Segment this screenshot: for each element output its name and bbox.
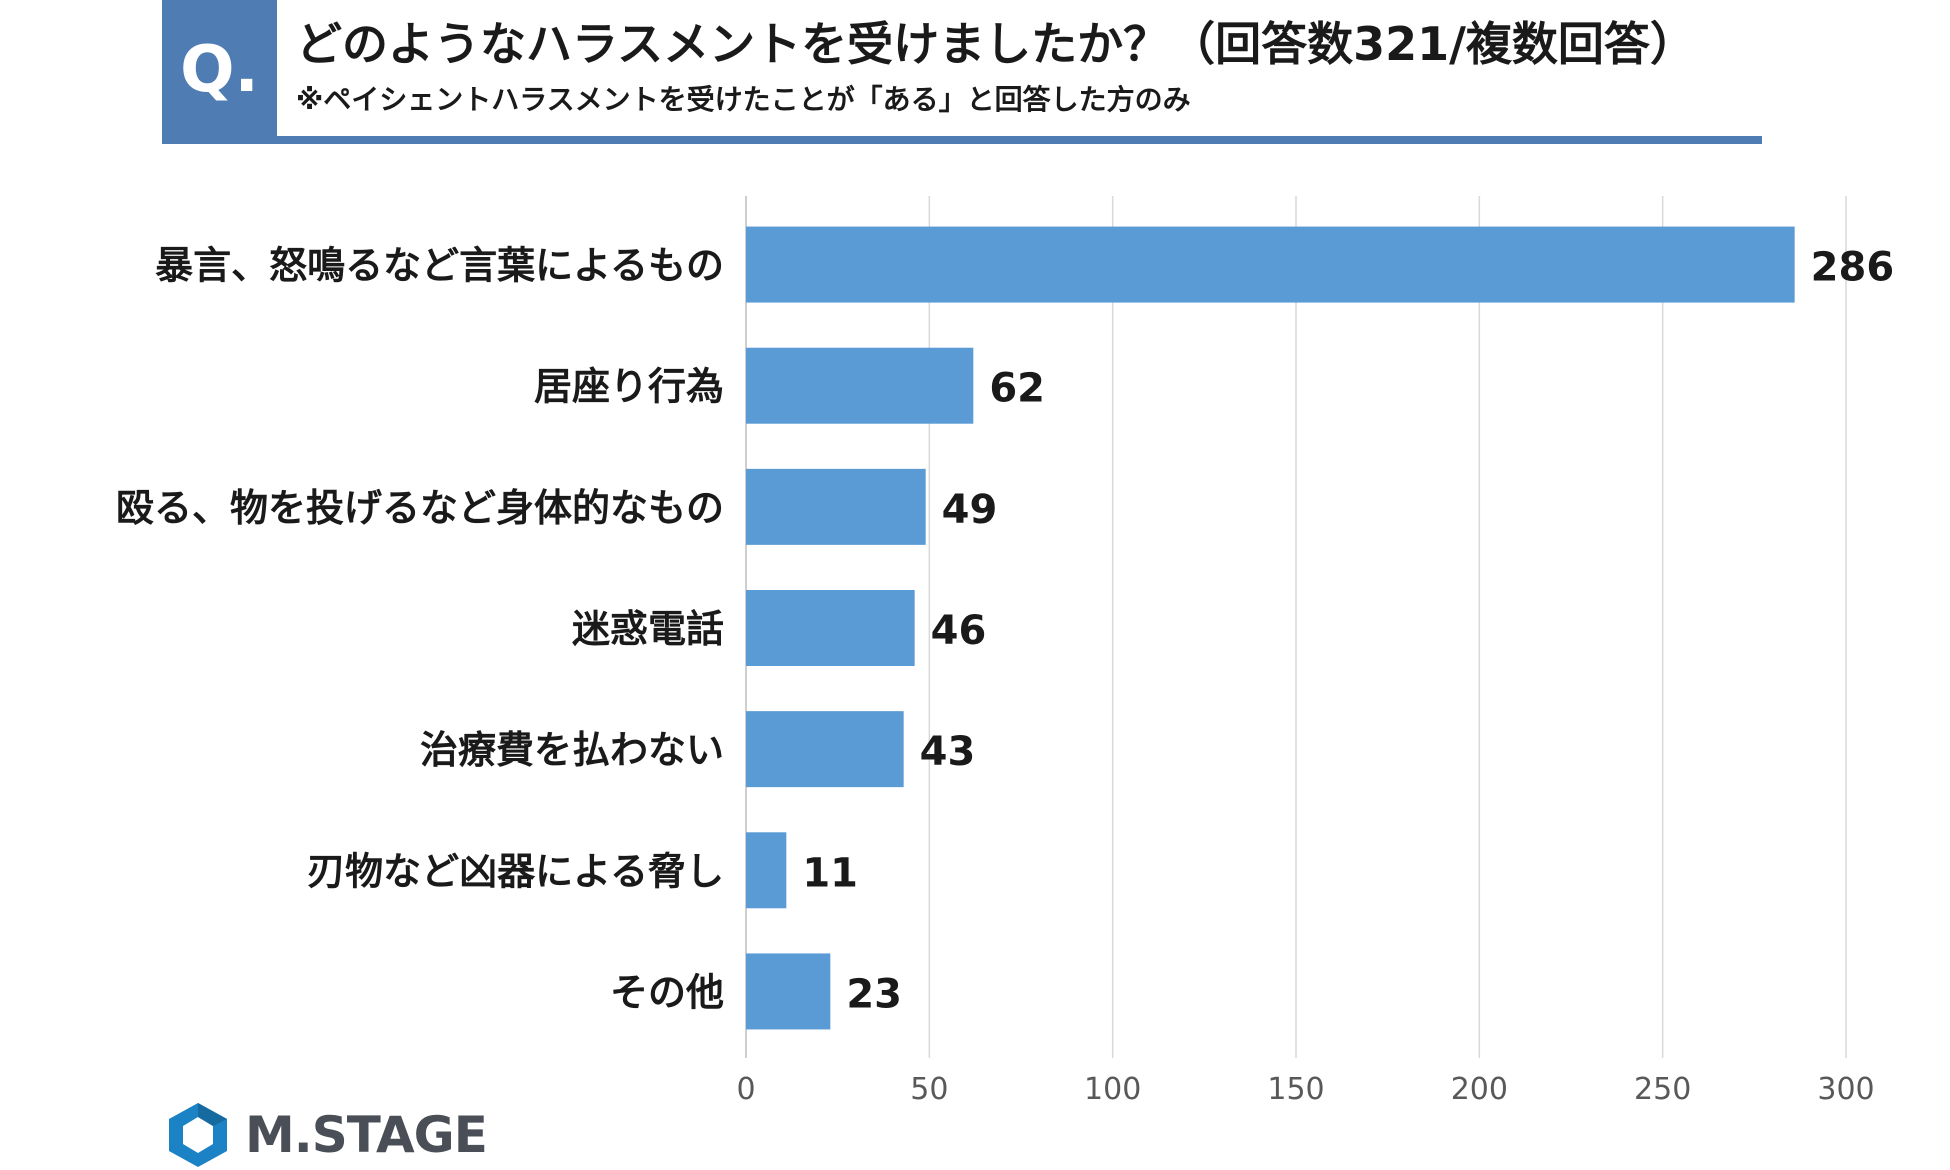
category-label: 治療費を払わない <box>420 728 724 772</box>
category-label: その他 <box>610 970 724 1014</box>
x-tick-label: 0 <box>736 1072 755 1100</box>
x-tick-label: 200 <box>1451 1072 1508 1100</box>
data-label: 23 <box>846 971 902 1017</box>
brand-name: M.STAGE <box>245 1106 488 1164</box>
bar <box>746 711 904 788</box>
question-badge: Q. <box>162 0 277 140</box>
x-tick-label: 100 <box>1084 1072 1141 1100</box>
category-label: 殴る、物を投げるなど身体的なもの <box>116 486 724 530</box>
bar <box>746 468 926 545</box>
x-tick-label: 50 <box>910 1072 948 1100</box>
category-label: 居座り行為 <box>534 365 724 409</box>
data-label: 46 <box>931 608 987 654</box>
brand-logo: M.STAGE <box>165 1100 488 1170</box>
data-label: 43 <box>920 729 976 775</box>
bar <box>746 832 787 909</box>
question-label: Q. <box>180 33 259 107</box>
hexagon-logo-icon <box>169 1103 227 1167</box>
category-label: 刃物など凶器による脅し <box>307 849 724 893</box>
data-label: 11 <box>802 850 858 896</box>
x-tick-label: 150 <box>1267 1072 1324 1100</box>
x-tick-label: 250 <box>1634 1072 1691 1100</box>
chart-subtitle: ※ペイシェントハラスメントを受けたことが「ある」と回答した方のみ <box>296 83 1191 116</box>
data-label: 62 <box>989 366 1045 412</box>
bar <box>746 226 1795 303</box>
category-label: 迷惑電話 <box>572 607 724 651</box>
category-label: 暴言、怒鳴るなど言葉によるもの <box>155 244 724 288</box>
header-underline <box>162 136 1762 144</box>
bar-chart: 0 50 100 150 200 250 300 暴言、怒鳴るなど言葉によるもの 286 居座り行… <box>116 196 1895 1100</box>
bar <box>746 953 831 1030</box>
data-label: 286 <box>1811 245 1895 291</box>
chart-title: どのようなハラスメントを受けましたか？（回答数321/複数回答） <box>296 17 1696 71</box>
bar <box>746 590 915 666</box>
data-label: 49 <box>942 487 998 533</box>
x-tick-label: 300 <box>1817 1072 1874 1100</box>
bar <box>746 347 974 424</box>
